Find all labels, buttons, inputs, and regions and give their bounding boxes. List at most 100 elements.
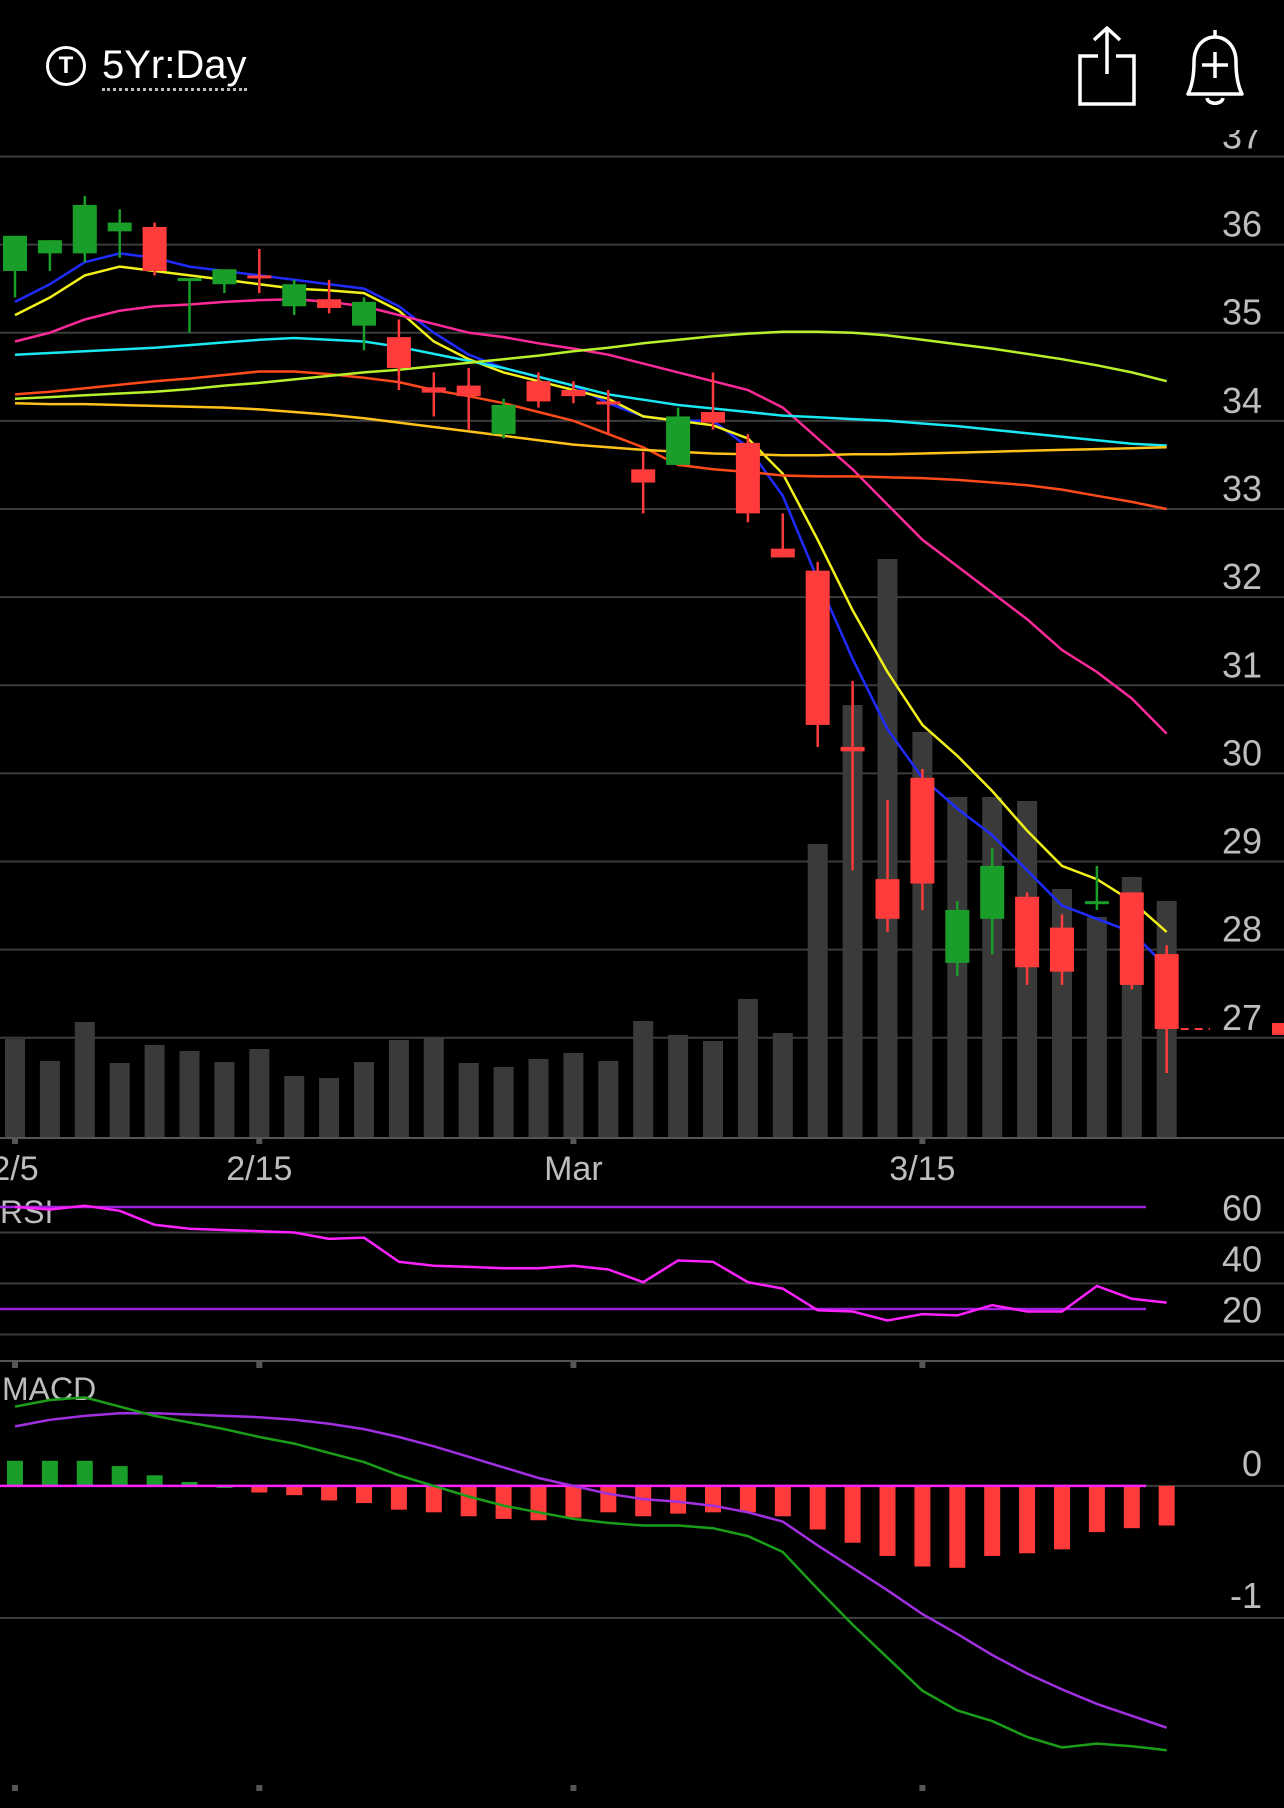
volume-bar — [319, 1078, 340, 1137]
macd-signal-line — [14, 1411, 1168, 1729]
stock-chart[interactable]: 37 36 35 34 33 32 31 30 29 28 27 2/5 2/15 Mar 3/15 RSI… — [0, 130, 1284, 1808]
moving-average-line — [14, 336, 1167, 447]
price-tick-label: 28 — [1222, 909, 1262, 950]
macd-histogram-bar — [670, 1485, 687, 1514]
t-circle-icon: T — [46, 46, 86, 86]
macd-tick-label: 0 — [1242, 1443, 1262, 1484]
candle-body — [770, 548, 795, 558]
volume-bar — [284, 1076, 305, 1137]
moving-average-line — [14, 370, 1167, 511]
candle-body — [212, 269, 237, 285]
macd-histogram-bar — [111, 1466, 128, 1486]
x-tick-label: Mar — [544, 1150, 603, 1188]
candle-body — [631, 469, 656, 483]
volume-bar — [144, 1045, 165, 1137]
volume-bar — [423, 1037, 444, 1137]
macd-histogram-bar — [76, 1460, 93, 1486]
macd-histogram-bar — [949, 1485, 966, 1568]
volume-bar — [458, 1063, 479, 1137]
volume-bar — [39, 1061, 60, 1137]
price-panel: 37 36 35 34 33 32 31 30 29 28 27 2/5 2/15 Mar 3/15 — [0, 130, 1284, 1188]
volume-bar — [5, 1039, 25, 1137]
macd-histogram-bar — [705, 1485, 721, 1513]
macd-histogram-bar — [984, 1485, 1001, 1556]
price-tick-label: 36 — [1222, 204, 1262, 245]
rsi-line — [14, 1204, 1167, 1322]
candle-body — [3, 235, 27, 272]
candle-body — [491, 404, 516, 435]
macd-histogram-bar — [565, 1485, 582, 1518]
macd-line — [14, 1396, 1167, 1752]
rsi-panel: RSI 60 40 20 — [0, 1188, 1284, 1368]
candle-body — [142, 226, 167, 272]
macd-histogram-bar — [321, 1485, 338, 1501]
chart-header: T 5Yr:Day — [0, 0, 1284, 130]
candle-body — [980, 865, 1005, 919]
moving-average-line — [14, 265, 1168, 933]
macd-histogram-bar — [425, 1485, 442, 1513]
price-tick-label: 31 — [1222, 644, 1262, 685]
volume-bar — [772, 1033, 793, 1137]
macd-histogram-bar — [1088, 1485, 1105, 1533]
candle-body — [282, 284, 307, 307]
macd-histogram-bar — [1158, 1485, 1175, 1526]
volume-bar — [354, 1062, 374, 1137]
volume-bar — [633, 1021, 654, 1137]
moving-average-line — [14, 401, 1167, 457]
candle-body — [107, 222, 132, 232]
candle-body — [1154, 954, 1179, 1029]
volume-bar — [214, 1062, 235, 1137]
range-selector-button[interactable]: T 5Yr:Day — [46, 38, 247, 94]
candle-body — [805, 570, 830, 725]
candle-body — [1015, 896, 1040, 968]
candle-body — [317, 299, 342, 309]
volume-bar — [388, 1040, 409, 1137]
candle-body — [247, 275, 272, 279]
volume-bar — [249, 1049, 270, 1137]
candle-body — [456, 385, 481, 397]
candle-body — [840, 746, 865, 752]
volume-bar — [807, 844, 828, 1137]
volume-bar — [179, 1051, 200, 1137]
macd-histogram-bar — [1019, 1485, 1036, 1554]
macd-histogram-bar — [146, 1475, 163, 1486]
x-tick-label: 3/15 — [889, 1150, 955, 1188]
bell-plus-icon[interactable] — [1170, 24, 1260, 110]
macd-histogram-bar — [41, 1460, 58, 1486]
candle-body — [1050, 927, 1074, 972]
candle-body — [352, 301, 376, 326]
rsi-tick-label: 40 — [1222, 1239, 1262, 1280]
x-tick-label: 2/15 — [226, 1150, 292, 1188]
candle-body — [910, 777, 935, 884]
candle-body — [1084, 901, 1109, 905]
candle-body — [875, 879, 900, 919]
last-price-marker — [1272, 1022, 1284, 1035]
candle-body — [421, 387, 446, 393]
volume-bar — [528, 1059, 549, 1137]
candle-body — [666, 416, 691, 465]
macd-histogram-bar — [390, 1485, 407, 1510]
macd-histogram-bar — [530, 1485, 547, 1521]
candle-body — [72, 204, 97, 254]
candle-body — [701, 412, 725, 423]
macd-histogram-bar — [774, 1485, 791, 1517]
share-icon[interactable] — [1062, 24, 1152, 110]
macd-histogram-bar — [1123, 1485, 1140, 1529]
macd-panel: MACD 0 -1 — [0, 1371, 1284, 1791]
macd-histogram-bar — [286, 1485, 303, 1496]
price-tick-label: 32 — [1222, 556, 1262, 597]
volume-bar — [982, 797, 1003, 1137]
volume-bar — [109, 1063, 130, 1137]
macd-histogram-bar — [844, 1485, 861, 1543]
macd-histogram-bar — [809, 1485, 826, 1530]
price-tick-label: 27 — [1222, 997, 1262, 1038]
macd-histogram-bar — [600, 1485, 617, 1513]
price-tick-label: 37 — [1222, 130, 1262, 156]
moving-average-line — [14, 297, 1168, 735]
macd-histogram-bar — [460, 1485, 477, 1517]
volume-bar — [842, 705, 863, 1137]
candle-body — [526, 381, 551, 402]
rsi-tick-label: 60 — [1222, 1188, 1262, 1229]
macd-histogram-bar — [635, 1485, 652, 1517]
macd-tick-label: -1 — [1230, 1575, 1262, 1616]
